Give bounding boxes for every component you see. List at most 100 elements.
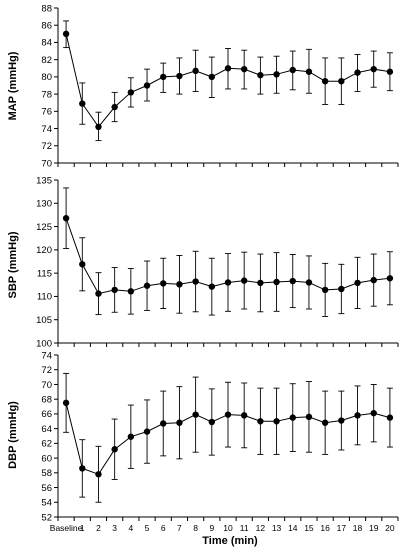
map-data-point	[305, 68, 313, 75]
map-data-point	[338, 77, 345, 85]
sbp-y-tick-label: 130	[36, 199, 52, 210]
map-data-point	[386, 68, 394, 75]
dbp-y-axis-title: DBP (mmHg)	[7, 401, 19, 469]
map-data-point	[321, 77, 329, 85]
sbp-y-tick-label: 125	[36, 222, 52, 233]
sbp-data-point	[273, 278, 280, 286]
dbp-data-point	[192, 411, 199, 418]
x-tick-label: 13	[272, 523, 282, 533]
sbp-data-point	[79, 261, 86, 268]
dbp-y-tick-label: 58	[41, 468, 52, 479]
dbp-y-tick-label: 52	[41, 512, 52, 523]
sbp-data-point	[289, 277, 296, 285]
dbp-y-tick-label: 70	[41, 380, 52, 391]
sbp-data-point	[240, 277, 248, 284]
dbp-y-tick-label: 56	[41, 483, 52, 494]
sbp-y-tick-label: 100	[36, 338, 52, 349]
dbp-data-point	[160, 420, 167, 427]
x-tick-label: 6	[161, 523, 166, 533]
sbp-y-tick-label: 110	[37, 292, 52, 303]
map-data-point	[95, 123, 102, 131]
map-data-point	[224, 65, 232, 72]
dbp-y-tick-label: 68	[41, 394, 52, 405]
dbp-panel: DBP (mmHg) Time (min) 525456586062646668…	[7, 350, 399, 547]
sbp-data-point	[354, 279, 361, 287]
map-panel: MAP (mmHg) 70 72 74 76 78 80 82 84 86 88	[7, 3, 399, 169]
dbp-data-point	[95, 471, 102, 478]
sbp-data-point	[62, 214, 70, 222]
dbp-data-point	[321, 419, 329, 426]
sbp-y-tick-label: 115	[37, 268, 52, 279]
map-data-point	[127, 89, 135, 96]
x-tick-label: 8	[193, 523, 198, 533]
map-data-point	[289, 66, 296, 74]
sbp-data-point	[160, 280, 167, 287]
x-tick-label: 17	[337, 523, 347, 533]
sbp-data-point	[208, 283, 216, 290]
map-data-point	[111, 103, 118, 111]
map-data-point	[273, 71, 280, 78]
x-tick-label: 12	[256, 523, 266, 533]
dbp-data-point	[176, 419, 183, 426]
dbp-data-point	[273, 418, 280, 425]
dbp-data-point	[224, 411, 232, 418]
x-tick-label: 2	[96, 523, 101, 533]
dbp-data-point	[338, 417, 345, 424]
x-tick-label: 10	[223, 523, 233, 533]
dbp-data-point	[111, 446, 118, 453]
x-tick-label: 1	[80, 523, 85, 533]
map-y-tick-label: 74	[41, 124, 52, 135]
sbp-data-point	[95, 290, 102, 297]
dbp-data-point	[240, 412, 248, 419]
sbp-data-point	[321, 286, 329, 294]
map-data-point	[62, 30, 70, 38]
sbp-y-tick-label: 135	[36, 175, 52, 186]
x-tick-label: 15	[304, 523, 314, 533]
map-y-tick-label: 80	[41, 72, 52, 83]
dbp-data-point	[79, 465, 86, 472]
sbp-data-point	[386, 275, 394, 282]
x-tick-label: 4	[128, 523, 133, 533]
sbp-y-axis-title: SBP (mmHg)	[7, 231, 19, 298]
dbp-y-tick-label: 54	[41, 498, 52, 509]
map-data-point	[257, 71, 264, 79]
map-data-point	[192, 67, 199, 75]
sbp-y-tick-label: 105	[36, 315, 52, 326]
sbp-data-point	[224, 279, 232, 286]
x-tick-label: 5	[145, 523, 150, 533]
map-y-tick-label: 72	[41, 141, 52, 152]
x-tick-label: 16	[320, 523, 330, 533]
sbp-y-tick-label: 120	[36, 245, 52, 256]
map-y-tick-label: 78	[41, 89, 52, 100]
sbp-data-point	[305, 279, 313, 286]
map-data-point	[208, 73, 216, 81]
dbp-data-point	[354, 412, 361, 419]
map-data-point	[176, 72, 183, 80]
map-y-tick-label: 84	[41, 38, 52, 49]
map-data-point	[354, 69, 361, 76]
x-tick-label: 14	[288, 523, 298, 533]
map-data-point	[79, 100, 86, 107]
dbp-data-point	[386, 414, 394, 421]
dbp-data-point	[289, 414, 296, 421]
dbp-data-point	[257, 418, 264, 425]
map-data-point	[370, 65, 377, 73]
map-y-tick-label: 86	[41, 21, 52, 32]
sbp-data-point	[176, 281, 183, 288]
dbp-data-point	[62, 399, 70, 407]
dbp-y-tick-label: 72	[41, 365, 52, 376]
map-data-point	[160, 73, 167, 81]
dbp-data-point	[305, 413, 313, 421]
dbp-data-point	[208, 418, 216, 426]
x-tick-label: Baseline	[50, 523, 83, 533]
dbp-y-tick-label: 66	[41, 409, 52, 420]
map-y-tick-label: 82	[41, 55, 52, 66]
sbp-panel: SBP (mmHg) 100 105 110 115 120 125 130 135	[7, 175, 399, 349]
x-tick-label: 18	[353, 523, 363, 533]
map-y-tick-label: 76	[41, 107, 52, 118]
x-tick-label: 9	[209, 523, 214, 533]
sbp-data-point	[257, 279, 264, 287]
x-axis-title: Time (min)	[202, 535, 258, 547]
